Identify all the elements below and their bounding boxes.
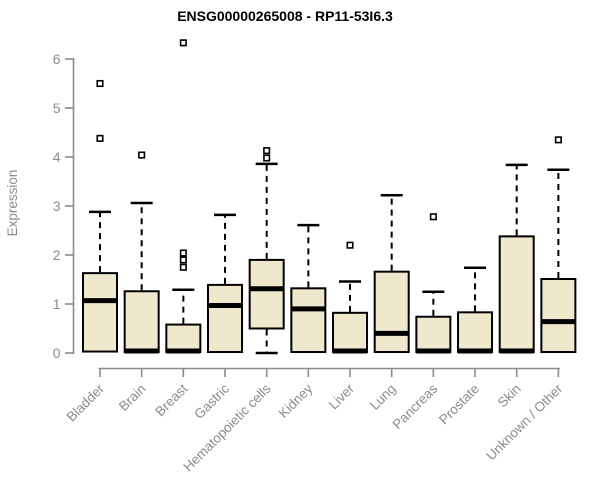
outlier-point <box>179 39 187 47</box>
outlier-point <box>263 154 271 162</box>
x-tick-label: Gastric <box>191 381 232 422</box>
iqr-box <box>290 287 327 354</box>
x-tick-label: Bladder <box>64 381 108 425</box>
box-liver <box>332 241 369 354</box>
box-kidney <box>290 223 327 354</box>
outlier-point <box>179 263 187 271</box>
iqr-box <box>165 323 202 354</box>
box-skin <box>498 163 535 354</box>
iqr-box <box>373 270 410 354</box>
y-axis: 0 1 2 3 4 5 6 <box>53 51 75 361</box>
iqr-box <box>498 235 535 354</box>
outlier-point <box>96 79 104 88</box>
x-tick-label: Pancreas <box>390 381 441 432</box>
iqr-box <box>123 290 160 354</box>
y-tick-label: 1 <box>53 296 61 312</box>
box-breast <box>165 39 202 354</box>
box-prostate <box>457 266 494 354</box>
iqr-box <box>207 283 244 354</box>
outlier-point <box>138 151 146 159</box>
x-tick-label: Lung <box>367 381 399 413</box>
box-lung <box>373 193 410 354</box>
x-tick-label: Liver <box>326 381 358 413</box>
iqr-box <box>82 272 118 353</box>
iqr-box <box>332 311 369 354</box>
x-tick-label: Kidney <box>276 381 316 421</box>
box-hematopoietic-cells <box>248 147 285 355</box>
box-unknown-other <box>540 136 577 354</box>
y-tick-label: 6 <box>53 51 61 67</box>
y-tick-label: 0 <box>53 345 61 361</box>
iqr-box <box>457 311 494 354</box>
box-bladder <box>82 79 118 353</box>
box-gastric <box>207 213 244 354</box>
y-tick-label: 3 <box>53 198 61 214</box>
x-tick-label: Breast <box>152 381 190 419</box>
x-tick-label: Unknown / Other <box>483 381 566 464</box>
y-tick-label: 4 <box>53 149 61 165</box>
x-tick-label: Brain <box>116 381 149 414</box>
box-pancreas <box>415 213 452 354</box>
outlier-point <box>179 249 187 257</box>
x-tick-label: Skin <box>495 381 524 410</box>
y-tick-label: 2 <box>53 247 61 263</box>
x-tick-label: Prostate <box>436 381 482 427</box>
outlier-point <box>179 256 187 264</box>
box-brain <box>123 151 160 354</box>
iqr-box <box>248 258 285 330</box>
iqr-box <box>540 278 577 354</box>
outlier-point <box>346 241 354 249</box>
iqr-box <box>415 315 452 354</box>
outlier-point <box>263 147 271 155</box>
outlier-point <box>96 134 104 142</box>
outlier-point <box>429 213 437 221</box>
y-tick-label: 5 <box>53 100 61 116</box>
chart-title: ENSG00000265008 - RP11-53I6.3 <box>177 8 393 24</box>
outlier-point <box>554 136 562 144</box>
